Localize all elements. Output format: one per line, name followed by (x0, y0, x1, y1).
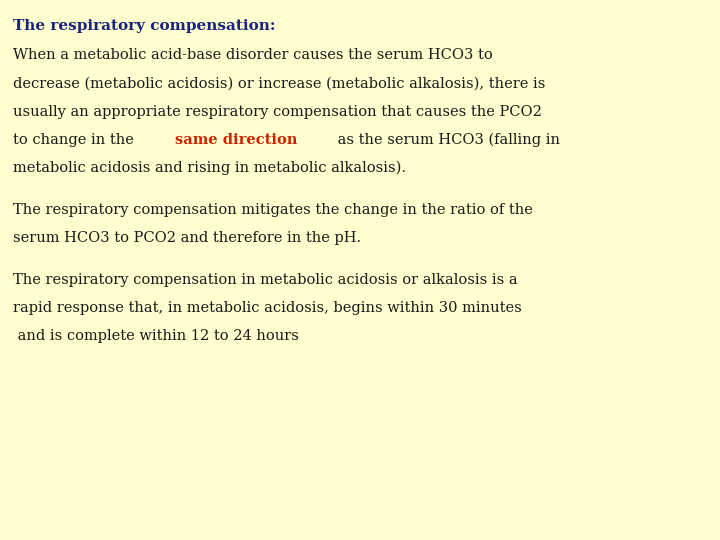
Text: The respiratory compensation in metabolic acidosis or alkalosis is a: The respiratory compensation in metaboli… (13, 273, 518, 287)
Text: rapid response that, in metabolic acidosis, begins within 30 minutes: rapid response that, in metabolic acidos… (13, 301, 522, 315)
Text: metabolic acidosis and rising in metabolic alkalosis).: metabolic acidosis and rising in metabol… (13, 161, 406, 175)
Text: as the serum HCO3 (falling in: as the serum HCO3 (falling in (333, 133, 559, 147)
Text: and is complete within 12 to 24 hours: and is complete within 12 to 24 hours (13, 329, 299, 343)
Text: serum HCO3 to PCO2 and therefore in the pH.: serum HCO3 to PCO2 and therefore in the … (13, 231, 361, 245)
Text: When a metabolic acid-base disorder causes the serum HCO3 to: When a metabolic acid-base disorder caus… (13, 49, 492, 63)
Text: same direction: same direction (175, 133, 297, 147)
Text: decrease (metabolic acidosis) or increase (metabolic alkalosis), there is: decrease (metabolic acidosis) or increas… (13, 77, 545, 91)
Text: to change in the: to change in the (13, 133, 138, 147)
Text: The respiratory compensation:: The respiratory compensation: (13, 19, 276, 33)
Text: The respiratory compensation mitigates the change in the ratio of the: The respiratory compensation mitigates t… (13, 203, 533, 217)
Text: usually an appropriate respiratory compensation that causes the PCO2: usually an appropriate respiratory compe… (13, 105, 542, 119)
